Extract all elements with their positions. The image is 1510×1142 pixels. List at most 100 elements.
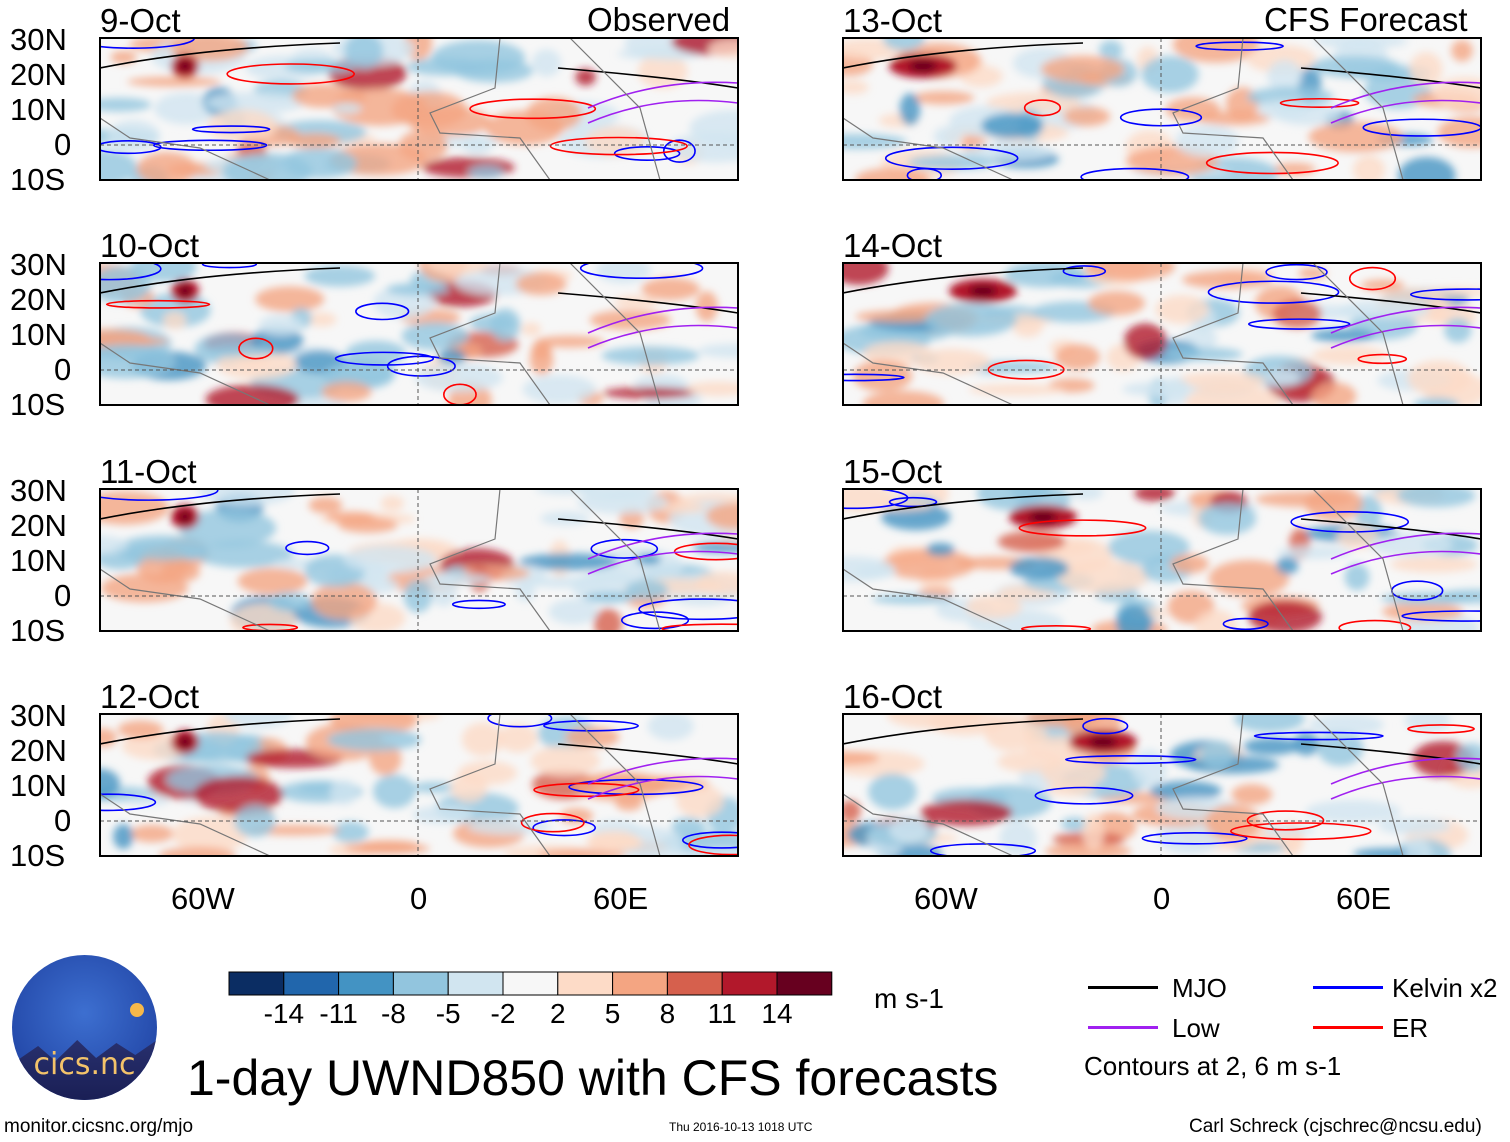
anomaly-blob xyxy=(692,542,738,554)
anomaly-blob xyxy=(593,608,623,631)
anomaly-blob xyxy=(205,91,305,114)
anomaly-blob xyxy=(889,815,929,843)
mjo-contour xyxy=(843,718,1084,745)
er-contour xyxy=(673,542,738,561)
anomaly-blob xyxy=(1004,263,1085,288)
mjo-contour xyxy=(1300,67,1481,89)
anomaly-blob xyxy=(540,511,590,526)
anomaly-blob xyxy=(899,93,921,126)
anomaly-blob xyxy=(136,152,197,180)
colorbar-tick-label: -8 xyxy=(380,998,406,1029)
anomaly-blob xyxy=(1040,55,1125,83)
coastline xyxy=(100,714,661,856)
panel-12-Oct xyxy=(99,713,739,857)
colorbar-tick-label: 14 xyxy=(761,998,793,1029)
anomaly-blob xyxy=(843,263,889,285)
anomaly-blob xyxy=(968,384,1065,396)
colorbar-swatch xyxy=(557,971,614,996)
anomaly-blob xyxy=(1063,106,1111,127)
anomaly-blob xyxy=(110,50,137,64)
anomaly-blob xyxy=(1404,714,1451,733)
anomaly-blob xyxy=(1426,313,1455,325)
low-contour xyxy=(1330,99,1481,124)
legend-label-low: Low xyxy=(1172,1013,1220,1043)
anomaly-blob xyxy=(386,282,449,296)
anomaly-blob xyxy=(1141,55,1199,93)
footer-url[interactable]: monitor.cicsnc.org/mjo xyxy=(4,1116,194,1137)
panel-date-label: 9-Oct xyxy=(100,2,181,39)
anomaly-blob xyxy=(997,750,1062,773)
panel-date-label: 13-Oct xyxy=(843,2,943,39)
anomaly-blob xyxy=(100,491,169,525)
anomaly-blob xyxy=(667,132,738,163)
anomaly-blob xyxy=(129,824,175,843)
anomaly-blob xyxy=(408,106,491,137)
anomaly-blob xyxy=(852,360,913,392)
low-contour xyxy=(587,757,738,785)
anomaly-blob xyxy=(331,102,362,115)
footer-author: Carl Schreck (cjschrec@ncsu.edu) xyxy=(1189,1116,1482,1137)
mjo-contour xyxy=(100,493,341,520)
kelvin-contour xyxy=(1062,265,1107,278)
anomaly-blob xyxy=(130,263,197,282)
anomaly-blob xyxy=(843,751,880,766)
kelvin-contour xyxy=(638,598,738,621)
anomaly-blob xyxy=(1255,491,1354,508)
coastline xyxy=(100,38,661,180)
panel-frame xyxy=(842,488,1482,632)
anomaly-blob xyxy=(178,509,277,547)
anomaly-blob xyxy=(515,582,536,602)
anomaly-blob xyxy=(179,736,191,748)
lat-tick-label: 0 xyxy=(54,578,72,613)
anomaly-blob xyxy=(1305,799,1401,823)
anomaly-blob xyxy=(1123,323,1167,360)
anomaly-blob xyxy=(515,272,567,296)
lat-tick-label: 10S xyxy=(10,613,66,648)
kelvin-contour xyxy=(191,125,271,134)
anomaly-blob xyxy=(537,848,626,856)
panel-frame xyxy=(99,488,739,632)
colorbar-tick-label: 8 xyxy=(659,998,676,1029)
anomaly-blob xyxy=(1396,489,1476,508)
anomaly-blob xyxy=(1243,737,1300,756)
anomaly-blob xyxy=(1267,59,1303,93)
mjo-contour xyxy=(557,518,738,540)
anomaly-blob xyxy=(997,531,1066,553)
anomaly-blob xyxy=(127,76,221,87)
kelvin-contour xyxy=(1253,731,1384,741)
colorbar-swatch xyxy=(447,971,504,996)
anomaly-blob xyxy=(1310,55,1400,78)
panel-date-label: 12-Oct xyxy=(100,678,200,715)
wind-anomaly-field xyxy=(843,714,1481,856)
wind-anomaly-field xyxy=(100,38,738,180)
panel-frame xyxy=(99,713,739,857)
lon-tick-label: 60W xyxy=(171,881,235,916)
anomaly-blob xyxy=(926,542,955,557)
anomaly-blob xyxy=(342,545,437,574)
anomaly-blob xyxy=(843,800,861,822)
kelvin-contour xyxy=(1222,617,1269,631)
anomaly-blob xyxy=(205,384,300,405)
kelvin-contour xyxy=(1195,41,1284,51)
anomaly-blob xyxy=(924,302,1017,337)
kelvin-contour xyxy=(1290,510,1410,533)
anomaly-blob xyxy=(1257,99,1309,120)
anomaly-blob xyxy=(1248,600,1322,631)
anomaly-blob xyxy=(601,346,700,366)
lon-tick-label: 60E xyxy=(1336,881,1392,916)
colorbar-swatch xyxy=(228,971,285,996)
contour-note: Contours at 2, 6 m s-1 xyxy=(1084,1051,1342,1081)
anomaly-blob xyxy=(414,363,504,393)
anomaly-blob xyxy=(521,322,542,336)
anomaly-blob xyxy=(458,760,518,785)
anomaly-blob xyxy=(526,96,582,132)
legend-swatch-kelvin xyxy=(1313,986,1383,989)
anomaly-blob xyxy=(100,149,138,180)
anomaly-blob xyxy=(1444,317,1472,343)
anomaly-blob xyxy=(258,314,304,336)
coastline xyxy=(100,263,661,405)
kelvin-contour xyxy=(590,538,659,559)
anomaly-blob xyxy=(222,153,312,180)
kelvin-contour xyxy=(1080,167,1190,180)
anomaly-blob xyxy=(981,113,1044,139)
